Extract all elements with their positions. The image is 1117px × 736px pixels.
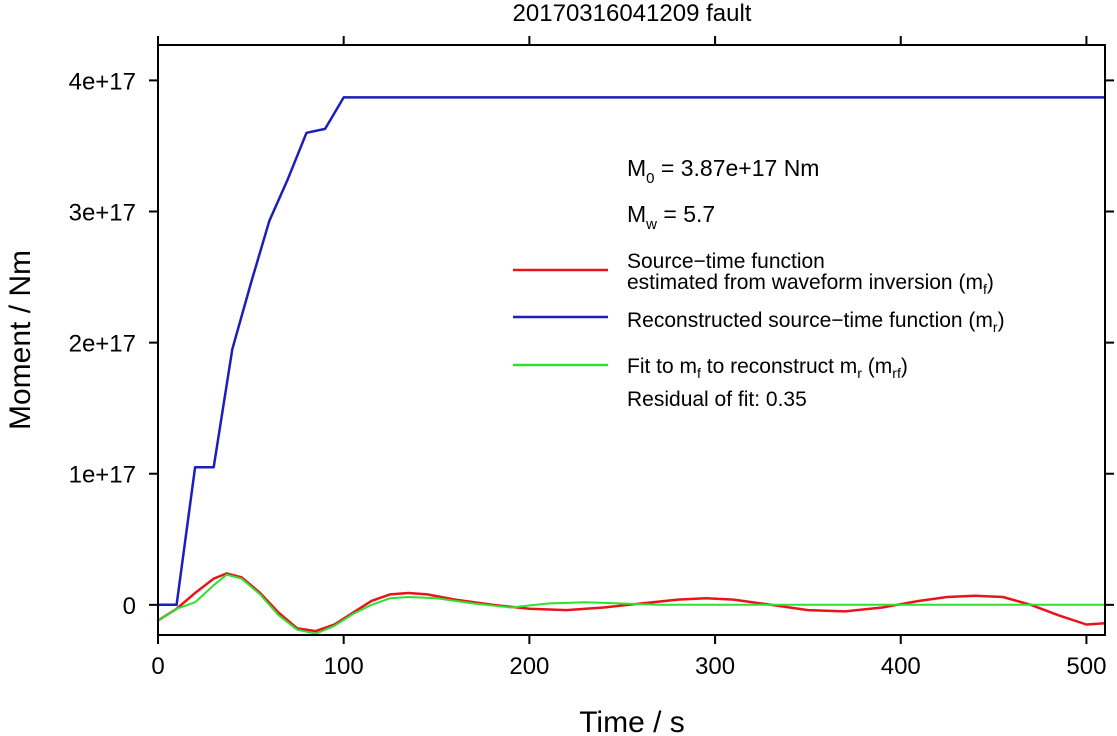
m0-annotation: M0 = 3.87e+17 Nm (627, 155, 819, 187)
x-tick-label: 300 (695, 653, 735, 680)
residual-annotation: Residual of fit: 0.35 (627, 388, 807, 411)
series-fit-line (157, 573, 1105, 635)
y-tick-label: 4e+17 (69, 68, 136, 95)
plot-frame (157, 44, 1106, 636)
x-tick-label: 100 (324, 653, 364, 680)
x-tick-label: 200 (509, 653, 549, 680)
x-tick-label: 400 (881, 653, 921, 680)
series-reconstructed-line (158, 96, 1105, 607)
y-tick-label: 2e+17 (69, 331, 136, 358)
x-axis-label: Time / s (579, 706, 685, 736)
y-tick-label: 1e+17 (69, 462, 136, 489)
y-tick-label: 3e+17 (69, 200, 136, 227)
x-tick-label: 500 (1066, 653, 1106, 680)
series-source-time-function-line (157, 572, 1106, 633)
chart-title: 20170316041209 fault (513, 0, 752, 27)
y-tick-label: 0 (123, 593, 136, 620)
x-tick-label: 0 (151, 653, 164, 680)
legend-label-fit: Fit to mf to reconstruct mr (mrf) (627, 355, 908, 381)
mw-annotation: Mw = 5.7 (627, 201, 715, 233)
axis-ticks: 0 100 200 300 400 500 0 1e+17 2e+17 3e+17 4e+17 (69, 36, 1114, 680)
plot-series (157, 96, 1106, 635)
legend-label-source-time-function-line1: Source−time function (627, 250, 825, 273)
y-axis-label: Moment / Nm (4, 250, 37, 430)
legend-label-reconstructed: Reconstructed source−time function (mr) (627, 309, 1005, 335)
legend-label-source-time-function-line2: estimated from waveform inversion (mf) (627, 271, 994, 297)
